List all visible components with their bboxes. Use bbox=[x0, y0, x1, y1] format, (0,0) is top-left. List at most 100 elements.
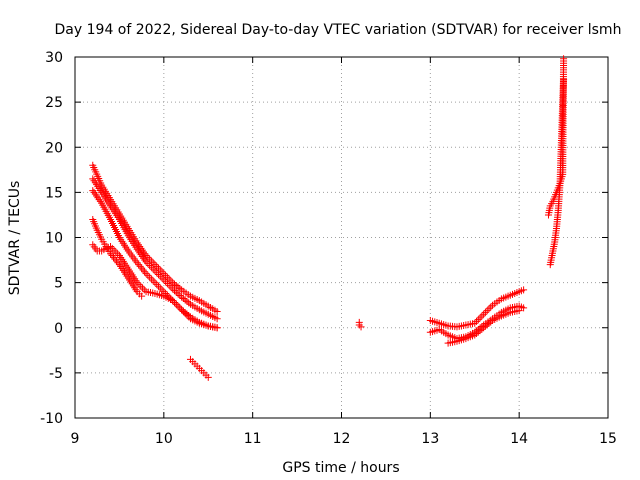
data-point bbox=[487, 303, 495, 311]
data-point bbox=[162, 278, 170, 286]
data-point bbox=[137, 282, 145, 290]
data-point bbox=[481, 308, 489, 316]
data-point bbox=[185, 313, 193, 321]
y-tick-label: -10 bbox=[40, 411, 63, 427]
y-tick-label: 25 bbox=[45, 95, 63, 111]
data-point bbox=[142, 270, 150, 278]
data-point bbox=[146, 255, 154, 263]
data-point bbox=[136, 249, 144, 257]
x-tick-label: 11 bbox=[244, 431, 262, 447]
data-point bbox=[107, 250, 115, 258]
data-point bbox=[156, 284, 164, 292]
data-point bbox=[487, 318, 495, 326]
data-point bbox=[96, 197, 104, 205]
data-point bbox=[480, 310, 488, 318]
data-point bbox=[134, 247, 142, 255]
x-tick-label: 14 bbox=[510, 431, 528, 447]
data-point bbox=[478, 325, 486, 333]
data-point bbox=[95, 196, 103, 204]
data-point bbox=[176, 304, 184, 312]
data-point bbox=[91, 190, 99, 198]
data-point bbox=[170, 280, 178, 288]
data-point bbox=[560, 55, 568, 63]
data-point bbox=[140, 286, 148, 294]
data-point bbox=[485, 319, 493, 327]
data-point bbox=[213, 324, 221, 332]
data-point bbox=[179, 308, 187, 316]
data-point bbox=[170, 298, 178, 306]
data-point bbox=[90, 188, 98, 196]
data-point bbox=[170, 287, 178, 295]
data-point bbox=[473, 317, 481, 325]
data-point bbox=[355, 321, 363, 329]
y-tick-label: -5 bbox=[49, 366, 63, 382]
data-point bbox=[167, 283, 175, 291]
data-point bbox=[147, 263, 155, 271]
data-point bbox=[144, 271, 152, 279]
data-point bbox=[114, 250, 122, 258]
data-point bbox=[160, 270, 168, 278]
data-point bbox=[107, 243, 115, 251]
data-point bbox=[474, 328, 482, 336]
data-point bbox=[515, 307, 523, 315]
data-point bbox=[133, 279, 141, 287]
data-point bbox=[174, 283, 182, 291]
data-point bbox=[153, 280, 161, 288]
data-point bbox=[181, 309, 189, 317]
x-tick-label: 13 bbox=[421, 431, 439, 447]
data-point bbox=[178, 293, 186, 301]
y-tick-label: 0 bbox=[54, 321, 63, 337]
data-point bbox=[133, 245, 141, 253]
data-point bbox=[172, 300, 180, 308]
data-point bbox=[357, 323, 365, 331]
data-point bbox=[473, 330, 481, 338]
data-point bbox=[155, 264, 163, 272]
data-point bbox=[151, 279, 159, 287]
data-point bbox=[169, 279, 177, 287]
data-point bbox=[213, 315, 221, 323]
data-point bbox=[165, 281, 173, 289]
data-point bbox=[93, 192, 101, 200]
data-point bbox=[185, 299, 193, 307]
y-tick-label: 15 bbox=[45, 185, 63, 201]
data-point bbox=[471, 319, 479, 327]
y-tick-label: 10 bbox=[45, 231, 63, 247]
data-point bbox=[147, 275, 155, 283]
data-point bbox=[112, 248, 120, 256]
data-point bbox=[142, 258, 150, 266]
data-point bbox=[485, 305, 493, 313]
data-point bbox=[156, 266, 164, 274]
grid bbox=[75, 57, 608, 418]
data-point bbox=[151, 267, 159, 275]
data-point bbox=[108, 252, 116, 260]
data-point bbox=[481, 322, 489, 330]
data-point bbox=[89, 187, 97, 195]
data-point bbox=[179, 295, 187, 303]
data-point bbox=[183, 311, 191, 319]
y-tick-label: 20 bbox=[45, 140, 63, 156]
y-axis-label: SDTVAR / TECUs bbox=[7, 181, 23, 296]
data-point bbox=[169, 285, 177, 293]
data-point bbox=[94, 194, 102, 202]
data-point bbox=[153, 262, 161, 270]
data-point bbox=[213, 308, 221, 316]
data-point bbox=[520, 286, 528, 294]
data-point bbox=[483, 307, 491, 315]
data-point bbox=[155, 271, 163, 279]
data-point bbox=[155, 282, 163, 290]
data-point bbox=[135, 261, 143, 269]
data-point bbox=[158, 268, 166, 276]
data-point bbox=[133, 259, 141, 267]
data-point bbox=[149, 259, 157, 267]
data-point bbox=[158, 274, 166, 282]
data-point bbox=[476, 327, 484, 335]
data-point bbox=[135, 280, 143, 288]
data-point bbox=[151, 261, 159, 269]
chart-title: Day 194 of 2022, Sidereal Day-to-day VTE… bbox=[55, 22, 622, 38]
data-point bbox=[111, 255, 119, 263]
data-point bbox=[476, 314, 484, 322]
ticks: 9 10 11 12 13 14 15 -10 -5 0 5 10 15 20 25 30 bbox=[40, 50, 617, 447]
data-point bbox=[156, 272, 164, 280]
data-point bbox=[163, 280, 171, 288]
data-point bbox=[163, 273, 171, 281]
